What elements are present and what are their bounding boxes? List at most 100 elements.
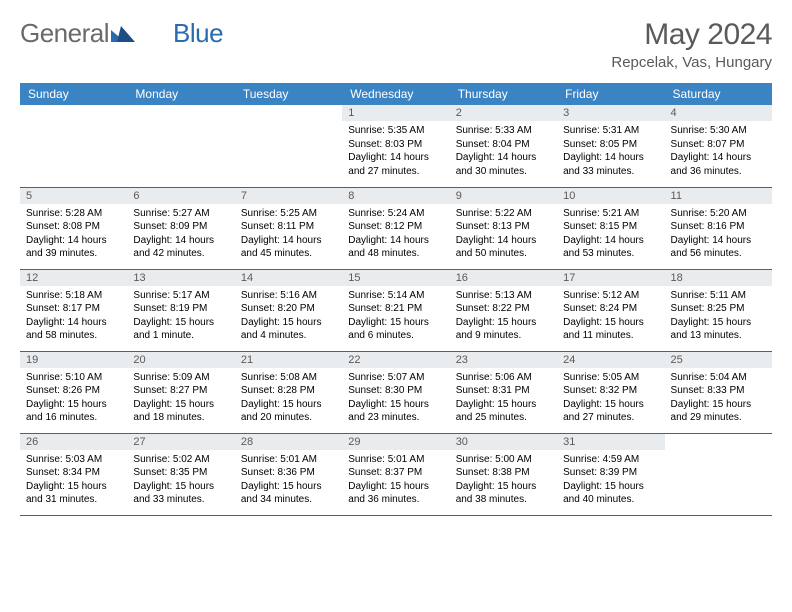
daylight-text-2: and 25 minutes. xyxy=(456,411,551,425)
daylight-text-1: Daylight: 14 hours xyxy=(241,234,336,248)
sunset-text: Sunset: 8:37 PM xyxy=(348,466,443,480)
calendar-day-cell: 13Sunrise: 5:17 AMSunset: 8:19 PMDayligh… xyxy=(127,269,234,351)
daylight-text-2: and 1 minute. xyxy=(133,329,228,343)
day-content: Sunrise: 5:12 AMSunset: 8:24 PMDaylight:… xyxy=(557,286,664,345)
calendar-day-cell: 18Sunrise: 5:11 AMSunset: 8:25 PMDayligh… xyxy=(665,269,772,351)
sunset-text: Sunset: 8:30 PM xyxy=(348,384,443,398)
calendar-day-cell xyxy=(665,433,772,515)
calendar-day-cell: 23Sunrise: 5:06 AMSunset: 8:31 PMDayligh… xyxy=(450,351,557,433)
daylight-text-2: and 13 minutes. xyxy=(671,329,766,343)
sunset-text: Sunset: 8:07 PM xyxy=(671,138,766,152)
day-number: 27 xyxy=(127,434,234,450)
sunset-text: Sunset: 8:16 PM xyxy=(671,220,766,234)
daylight-text-2: and 9 minutes. xyxy=(456,329,551,343)
daylight-text-2: and 42 minutes. xyxy=(133,247,228,261)
daylight-text-1: Daylight: 15 hours xyxy=(26,480,121,494)
daylight-text-1: Daylight: 15 hours xyxy=(563,316,658,330)
calendar-day-cell: 28Sunrise: 5:01 AMSunset: 8:36 PMDayligh… xyxy=(235,433,342,515)
sunrise-text: Sunrise: 5:05 AM xyxy=(563,371,658,385)
weekday-header: Saturday xyxy=(665,83,772,105)
calendar-day-cell xyxy=(20,105,127,187)
sunset-text: Sunset: 8:11 PM xyxy=(241,220,336,234)
day-content: Sunrise: 5:14 AMSunset: 8:21 PMDaylight:… xyxy=(342,286,449,345)
daylight-text-2: and 31 minutes. xyxy=(26,493,121,507)
calendar-day-cell: 1Sunrise: 5:35 AMSunset: 8:03 PMDaylight… xyxy=(342,105,449,187)
daylight-text-2: and 23 minutes. xyxy=(348,411,443,425)
daylight-text-2: and 38 minutes. xyxy=(456,493,551,507)
day-number: 22 xyxy=(342,352,449,368)
sunrise-text: Sunrise: 5:24 AM xyxy=(348,207,443,221)
day-number: 15 xyxy=(342,270,449,286)
sunrise-text: Sunrise: 5:08 AM xyxy=(241,371,336,385)
day-content: Sunrise: 5:17 AMSunset: 8:19 PMDaylight:… xyxy=(127,286,234,345)
sunset-text: Sunset: 8:03 PM xyxy=(348,138,443,152)
daylight-text-1: Daylight: 15 hours xyxy=(26,398,121,412)
sunset-text: Sunset: 8:33 PM xyxy=(671,384,766,398)
day-number: 2 xyxy=(450,105,557,121)
sunrise-text: Sunrise: 5:10 AM xyxy=(26,371,121,385)
calendar-day-cell: 5Sunrise: 5:28 AMSunset: 8:08 PMDaylight… xyxy=(20,187,127,269)
day-number: 19 xyxy=(20,352,127,368)
day-content: Sunrise: 5:01 AMSunset: 8:37 PMDaylight:… xyxy=(342,450,449,509)
day-content: Sunrise: 5:28 AMSunset: 8:08 PMDaylight:… xyxy=(20,204,127,263)
daylight-text-2: and 56 minutes. xyxy=(671,247,766,261)
day-content: Sunrise: 5:02 AMSunset: 8:35 PMDaylight:… xyxy=(127,450,234,509)
calendar-week-row: 19Sunrise: 5:10 AMSunset: 8:26 PMDayligh… xyxy=(20,351,772,433)
day-content: Sunrise: 5:16 AMSunset: 8:20 PMDaylight:… xyxy=(235,286,342,345)
day-number: 18 xyxy=(665,270,772,286)
day-number: 14 xyxy=(235,270,342,286)
title-block: May 2024 Repcelak, Vas, Hungary xyxy=(611,18,772,71)
sunset-text: Sunset: 8:20 PM xyxy=(241,302,336,316)
weekday-header-row: Sunday Monday Tuesday Wednesday Thursday… xyxy=(20,83,772,105)
sunrise-text: Sunrise: 5:01 AM xyxy=(348,453,443,467)
sunrise-text: Sunrise: 5:12 AM xyxy=(563,289,658,303)
sunrise-text: Sunrise: 5:31 AM xyxy=(563,124,658,138)
daylight-text-1: Daylight: 15 hours xyxy=(456,398,551,412)
day-number: 4 xyxy=(665,105,772,121)
calendar-day-cell: 27Sunrise: 5:02 AMSunset: 8:35 PMDayligh… xyxy=(127,433,234,515)
sunset-text: Sunset: 8:15 PM xyxy=(563,220,658,234)
location-label: Repcelak, Vas, Hungary xyxy=(611,54,772,71)
calendar-day-cell: 7Sunrise: 5:25 AMSunset: 8:11 PMDaylight… xyxy=(235,187,342,269)
daylight-text-1: Daylight: 14 hours xyxy=(456,234,551,248)
calendar-week-row: 1Sunrise: 5:35 AMSunset: 8:03 PMDaylight… xyxy=(20,105,772,187)
daylight-text-1: Daylight: 15 hours xyxy=(241,316,336,330)
sunrise-text: Sunrise: 5:09 AM xyxy=(133,371,228,385)
sunset-text: Sunset: 8:35 PM xyxy=(133,466,228,480)
calendar-week-row: 26Sunrise: 5:03 AMSunset: 8:34 PMDayligh… xyxy=(20,433,772,515)
daylight-text-1: Daylight: 14 hours xyxy=(348,151,443,165)
sunrise-text: Sunrise: 5:04 AM xyxy=(671,371,766,385)
daylight-text-2: and 27 minutes. xyxy=(348,165,443,179)
sunset-text: Sunset: 8:27 PM xyxy=(133,384,228,398)
day-number: 26 xyxy=(20,434,127,450)
calendar-day-cell: 6Sunrise: 5:27 AMSunset: 8:09 PMDaylight… xyxy=(127,187,234,269)
day-number: 9 xyxy=(450,188,557,204)
day-number: 10 xyxy=(557,188,664,204)
day-content: Sunrise: 5:13 AMSunset: 8:22 PMDaylight:… xyxy=(450,286,557,345)
daylight-text-1: Daylight: 15 hours xyxy=(133,316,228,330)
day-number: 12 xyxy=(20,270,127,286)
day-content: Sunrise: 5:01 AMSunset: 8:36 PMDaylight:… xyxy=(235,450,342,509)
sunrise-text: Sunrise: 5:17 AM xyxy=(133,289,228,303)
daylight-text-1: Daylight: 14 hours xyxy=(133,234,228,248)
sunset-text: Sunset: 8:28 PM xyxy=(241,384,336,398)
calendar-body: 1Sunrise: 5:35 AMSunset: 8:03 PMDaylight… xyxy=(20,105,772,515)
sunset-text: Sunset: 8:19 PM xyxy=(133,302,228,316)
day-number: 29 xyxy=(342,434,449,450)
calendar-day-cell: 8Sunrise: 5:24 AMSunset: 8:12 PMDaylight… xyxy=(342,187,449,269)
day-content: Sunrise: 5:24 AMSunset: 8:12 PMDaylight:… xyxy=(342,204,449,263)
daylight-text-1: Daylight: 15 hours xyxy=(241,480,336,494)
day-number: 8 xyxy=(342,188,449,204)
sunset-text: Sunset: 8:08 PM xyxy=(26,220,121,234)
calendar-day-cell: 12Sunrise: 5:18 AMSunset: 8:17 PMDayligh… xyxy=(20,269,127,351)
daylight-text-1: Daylight: 15 hours xyxy=(563,480,658,494)
daylight-text-1: Daylight: 15 hours xyxy=(133,480,228,494)
daylight-text-1: Daylight: 15 hours xyxy=(671,316,766,330)
calendar-day-cell: 9Sunrise: 5:22 AMSunset: 8:13 PMDaylight… xyxy=(450,187,557,269)
sunrise-text: Sunrise: 5:25 AM xyxy=(241,207,336,221)
day-content: Sunrise: 5:07 AMSunset: 8:30 PMDaylight:… xyxy=(342,368,449,427)
daylight-text-2: and 36 minutes. xyxy=(671,165,766,179)
daylight-text-1: Daylight: 14 hours xyxy=(563,151,658,165)
sunset-text: Sunset: 8:31 PM xyxy=(456,384,551,398)
day-content: Sunrise: 5:06 AMSunset: 8:31 PMDaylight:… xyxy=(450,368,557,427)
